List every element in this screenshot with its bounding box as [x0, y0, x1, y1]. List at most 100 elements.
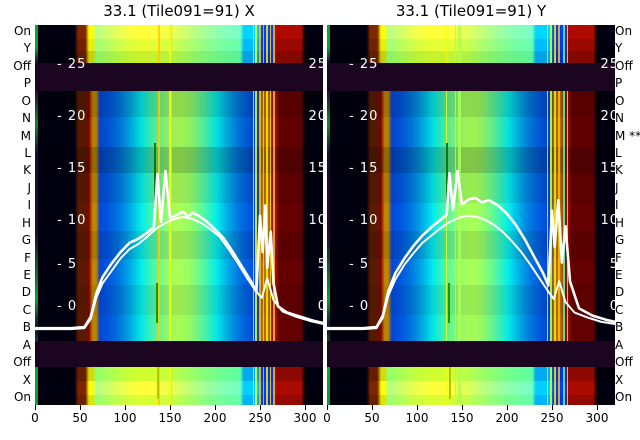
x-axis-tick-label: 250 — [249, 411, 272, 425]
category-label: F — [24, 253, 31, 263]
category-label: M — [21, 131, 31, 141]
inner-ytick-label-left: - 20 — [349, 109, 378, 124]
x-axis-panel-y: 0 50 100 150 200 250 300 — [327, 405, 615, 440]
category-label: Y — [615, 43, 622, 53]
category-label: C — [23, 305, 31, 315]
category-label: M ** — [615, 131, 640, 141]
category-label: E — [23, 270, 31, 280]
inner-ytick-label-right: 10 — [600, 213, 615, 228]
category-label: A — [615, 340, 623, 350]
x-axis-tick — [327, 405, 328, 410]
x-axis-tick — [305, 405, 306, 410]
inner-ytick-label-left: - 25 — [349, 57, 378, 72]
category-label: Off — [13, 357, 31, 367]
category-label: Off — [13, 61, 31, 71]
heatmap-panel-x[interactable]: - 25 25 - 20 20 - 15 15 - 10 10 - 5 5 - 0 0 — [35, 25, 323, 405]
bandpass-curve — [35, 217, 323, 329]
category-label: D — [22, 287, 31, 297]
category-label: L — [24, 148, 31, 158]
x-axis-tick-label: 200 — [204, 411, 227, 425]
inner-ytick-label-left: - 25 — [57, 57, 86, 72]
x-axis-tick-label: 50 — [364, 411, 379, 425]
x-axis-tick — [125, 405, 126, 410]
category-label: P — [24, 78, 31, 88]
inner-ytick-label-right: 0 — [610, 299, 615, 314]
category-label: F — [615, 253, 622, 263]
x-axis-tick — [260, 405, 261, 410]
category-label: B — [23, 322, 31, 332]
category-label: K — [615, 165, 623, 175]
x-axis-tick — [597, 405, 598, 410]
figure-canvas: 33.1 (Tile091=91) X 33.1 (Tile091=91) Y … — [0, 0, 640, 440]
x-axis-tick — [35, 405, 36, 410]
category-label: O — [615, 96, 624, 106]
category-axis-left: On Y Off P O N M L K J I H G F E D C B A Off X On — [0, 25, 34, 405]
category-label: Off — [615, 357, 633, 367]
inner-ytick-label-right: 20 — [600, 109, 615, 124]
x-axis-tick-label: 50 — [72, 411, 87, 425]
inner-ytick-label-left: - 5 — [349, 257, 369, 272]
bandpass-curve — [327, 216, 615, 329]
category-label: C — [615, 305, 623, 315]
x-axis-tick-label: 100 — [406, 411, 429, 425]
inner-ytick-label-right: 5 — [610, 257, 615, 272]
x-axis-tick — [80, 405, 81, 410]
heatmap-panel-y[interactable]: - 25 25 - 20 20 - 15 15 - 10 10 - 5 5 - 0 0 — [327, 25, 615, 405]
inner-ytick-label-right: 25 — [308, 57, 323, 72]
panel-title-x: 33.1 (Tile091=91) X — [35, 1, 323, 21]
category-label: L — [615, 148, 622, 158]
inner-ytick-label-left: - 10 — [57, 213, 86, 228]
inner-ytick-label-right: 15 — [308, 161, 323, 176]
x-axis-tick — [462, 405, 463, 410]
bandpass-curve — [327, 171, 615, 328]
inner-ytick-label-left: - 15 — [57, 161, 86, 176]
inner-ytick-label-left: - 0 — [57, 299, 77, 314]
category-label: On — [14, 26, 31, 36]
category-label: X — [615, 375, 623, 385]
x-axis-tick — [507, 405, 508, 410]
x-axis-tick-label: 300 — [586, 411, 609, 425]
inner-ytick-label-left: - 5 — [57, 257, 77, 272]
inner-ytick-label-right: 15 — [600, 161, 615, 176]
category-label: I — [615, 200, 619, 210]
category-label: Off — [615, 61, 633, 71]
x-axis-tick-label: 0 — [31, 411, 39, 425]
x-axis-tick — [215, 405, 216, 410]
category-label: N — [22, 113, 31, 123]
category-label: I — [27, 200, 31, 210]
category-label: K — [23, 165, 31, 175]
category-label: H — [22, 218, 31, 228]
category-label: D — [615, 287, 624, 297]
inner-ytick-label-right: 25 — [600, 57, 615, 72]
category-label: J — [615, 183, 619, 193]
category-label: A — [23, 340, 31, 350]
category-label: H — [615, 218, 624, 228]
category-label: On — [615, 392, 632, 402]
inner-ytick-label-left: - 0 — [349, 299, 369, 314]
category-label: G — [22, 235, 31, 245]
inner-ytick-label-left: - 20 — [57, 109, 86, 124]
inner-ytick-label-right: 5 — [318, 257, 323, 272]
x-axis-tick-label: 200 — [496, 411, 519, 425]
inner-ytick-label-left: - 10 — [349, 213, 378, 228]
category-axis-right: On Y Off P O N M ** L K J I H G F E D C B A Off X On — [612, 25, 640, 405]
x-axis-tick — [372, 405, 373, 410]
x-axis-tick-label: 100 — [114, 411, 137, 425]
category-label: E — [615, 270, 623, 280]
x-axis-tick-label: 250 — [541, 411, 564, 425]
inner-ytick-label-right: 20 — [308, 109, 323, 124]
category-label: G — [615, 235, 624, 245]
x-axis-tick — [170, 405, 171, 410]
x-axis-panel-x: 0 50 100 150 200 250 300 — [35, 405, 323, 440]
category-label: Y — [24, 43, 31, 53]
inner-ytick-label-right: 0 — [318, 299, 323, 314]
category-label: J — [27, 183, 31, 193]
category-label: On — [615, 26, 632, 36]
category-label: P — [615, 78, 622, 88]
category-label: X — [23, 375, 31, 385]
x-axis-tick-label: 150 — [159, 411, 182, 425]
category-label: B — [615, 322, 623, 332]
x-axis-tick — [417, 405, 418, 410]
x-axis-tick-label: 300 — [294, 411, 317, 425]
x-axis-tick-label: 150 — [451, 411, 474, 425]
